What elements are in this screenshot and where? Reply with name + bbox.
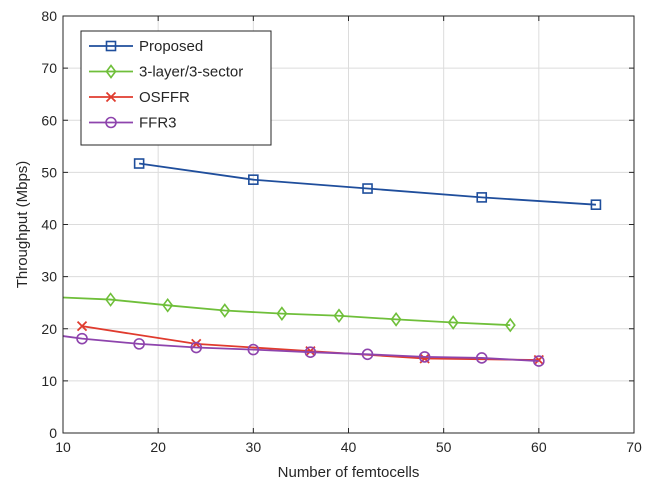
legend-item-3-layer-3-sector: 3-layer/3-sector bbox=[89, 64, 243, 81]
data-point bbox=[133, 338, 145, 350]
data-point bbox=[248, 174, 259, 185]
legend-label: FFR3 bbox=[139, 115, 177, 132]
legend-item-ffr3: FFR3 bbox=[89, 115, 177, 132]
data-point bbox=[162, 297, 174, 313]
series-layer bbox=[62, 158, 602, 367]
y-tick-label: 70 bbox=[41, 60, 57, 76]
data-point bbox=[533, 355, 545, 367]
legend-marker bbox=[105, 91, 117, 103]
series-line-proposed bbox=[139, 162, 596, 206]
x-tick-label: 30 bbox=[246, 439, 262, 455]
data-point bbox=[590, 199, 602, 210]
data-point bbox=[361, 348, 374, 361]
legend-marker bbox=[105, 64, 117, 79]
series-ffr3 bbox=[62, 332, 545, 367]
legend-marker bbox=[105, 116, 117, 129]
data-point bbox=[476, 192, 488, 203]
data-point bbox=[276, 306, 288, 321]
legend-label: Proposed bbox=[139, 38, 203, 55]
y-axis-label: Throughput (Mbps) bbox=[14, 161, 31, 289]
x-tick-label: 10 bbox=[55, 439, 71, 455]
data-point bbox=[76, 332, 88, 345]
y-tick-label: 50 bbox=[41, 164, 57, 180]
grid-lines bbox=[63, 16, 634, 433]
y-tick-label: 80 bbox=[41, 8, 57, 24]
legend-item-proposed: Proposed bbox=[89, 38, 203, 55]
legend: Proposed 3-layer/3-sector OSFFR FFR3 bbox=[80, 30, 272, 146]
y-tick-label: 10 bbox=[41, 373, 57, 389]
legend-marker bbox=[105, 40, 117, 52]
y-tick-label: 40 bbox=[41, 217, 57, 233]
data-point bbox=[504, 317, 516, 333]
data-point bbox=[133, 158, 145, 169]
data-point bbox=[190, 341, 203, 354]
data-point bbox=[247, 343, 260, 356]
data-point bbox=[105, 292, 117, 307]
x-axis-label: Number of femtocells bbox=[278, 464, 420, 481]
data-point bbox=[362, 183, 373, 194]
y-tick-label: 30 bbox=[41, 269, 57, 285]
series-line-3-layer-3-sector bbox=[62, 296, 511, 327]
legend-label: OSFFR bbox=[139, 89, 190, 106]
legend-item-osffr: OSFFR bbox=[89, 89, 190, 106]
data-point bbox=[304, 346, 317, 359]
y-tick-label: 0 bbox=[49, 425, 57, 441]
x-tick-label: 20 bbox=[150, 439, 166, 455]
data-point bbox=[390, 312, 402, 327]
data-point bbox=[447, 315, 459, 330]
x-tick-label: 60 bbox=[531, 439, 547, 455]
series-line-ffr3 bbox=[62, 335, 539, 362]
data-point bbox=[219, 303, 231, 318]
x-tick-label: 70 bbox=[626, 439, 642, 455]
x-tick-label: 40 bbox=[341, 439, 357, 455]
y-tick-label: 60 bbox=[41, 112, 57, 128]
y-tick-label: 20 bbox=[41, 321, 57, 337]
legend-label: 3-layer/3-sector bbox=[139, 64, 243, 81]
data-point bbox=[333, 308, 345, 324]
data-point bbox=[76, 321, 88, 332]
series-proposed bbox=[133, 158, 602, 210]
x-tick-label: 50 bbox=[436, 439, 452, 455]
series-3-layer-3-sector bbox=[62, 292, 516, 333]
data-point bbox=[418, 351, 431, 363]
data-point bbox=[475, 352, 488, 364]
